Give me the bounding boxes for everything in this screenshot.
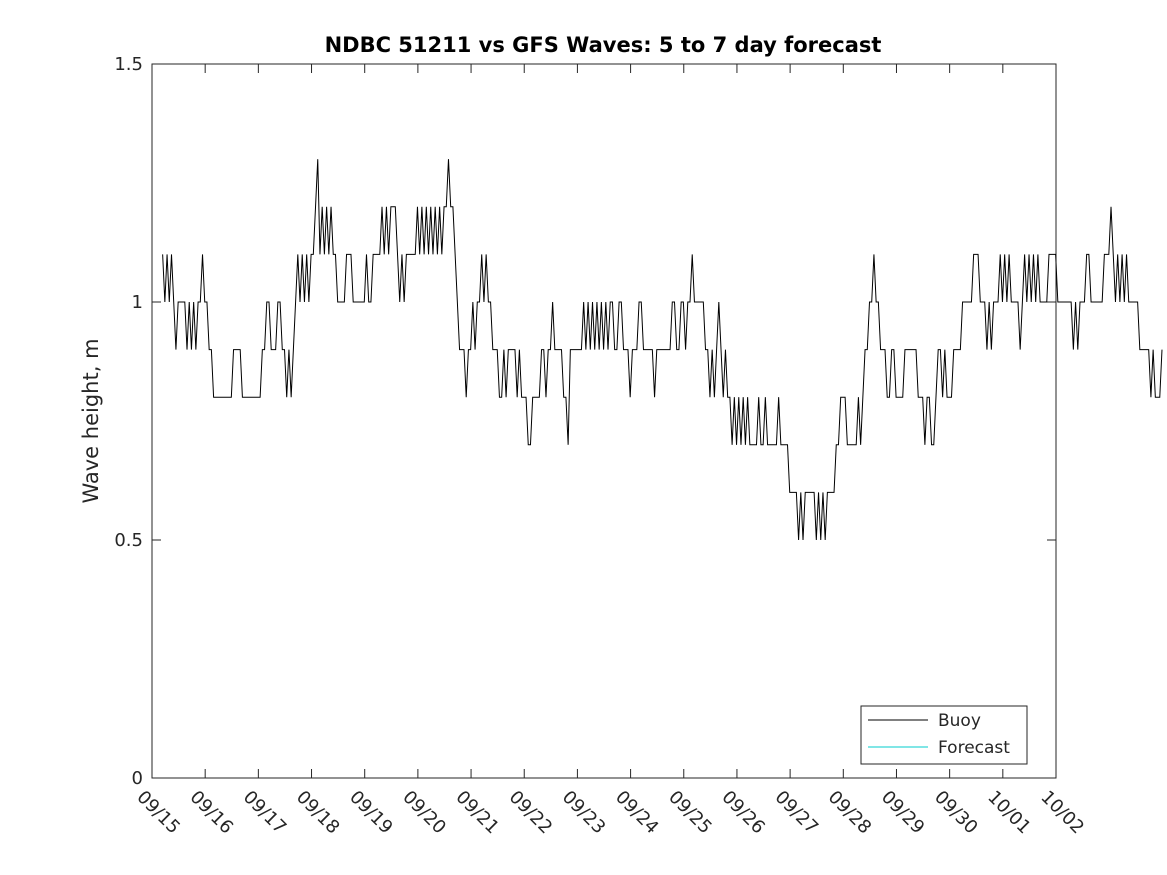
legend-label-buoy: Buoy: [938, 711, 981, 731]
legend: Buoy Forecast: [860, 705, 1028, 765]
series-line-buoy: [162, 159, 1163, 541]
y-tick-label: 1.5: [114, 54, 143, 75]
legend-label-forecast: Forecast: [938, 738, 1010, 758]
legend-box: [860, 705, 1028, 765]
y-tick-label: 0.5: [114, 530, 143, 551]
y-tick-label: 1: [132, 292, 143, 313]
y-axis-label: Wave height, m: [79, 338, 103, 503]
y-axis: 0 0.5 1 1.5: [114, 54, 1056, 789]
chart-title: NDBC 51211 vs GFS Waves: 5 to 7 day fore…: [325, 33, 882, 57]
y-tick-label: 0: [132, 768, 143, 789]
series-layer: [162, 159, 1163, 541]
plot-area: [151, 63, 1057, 779]
